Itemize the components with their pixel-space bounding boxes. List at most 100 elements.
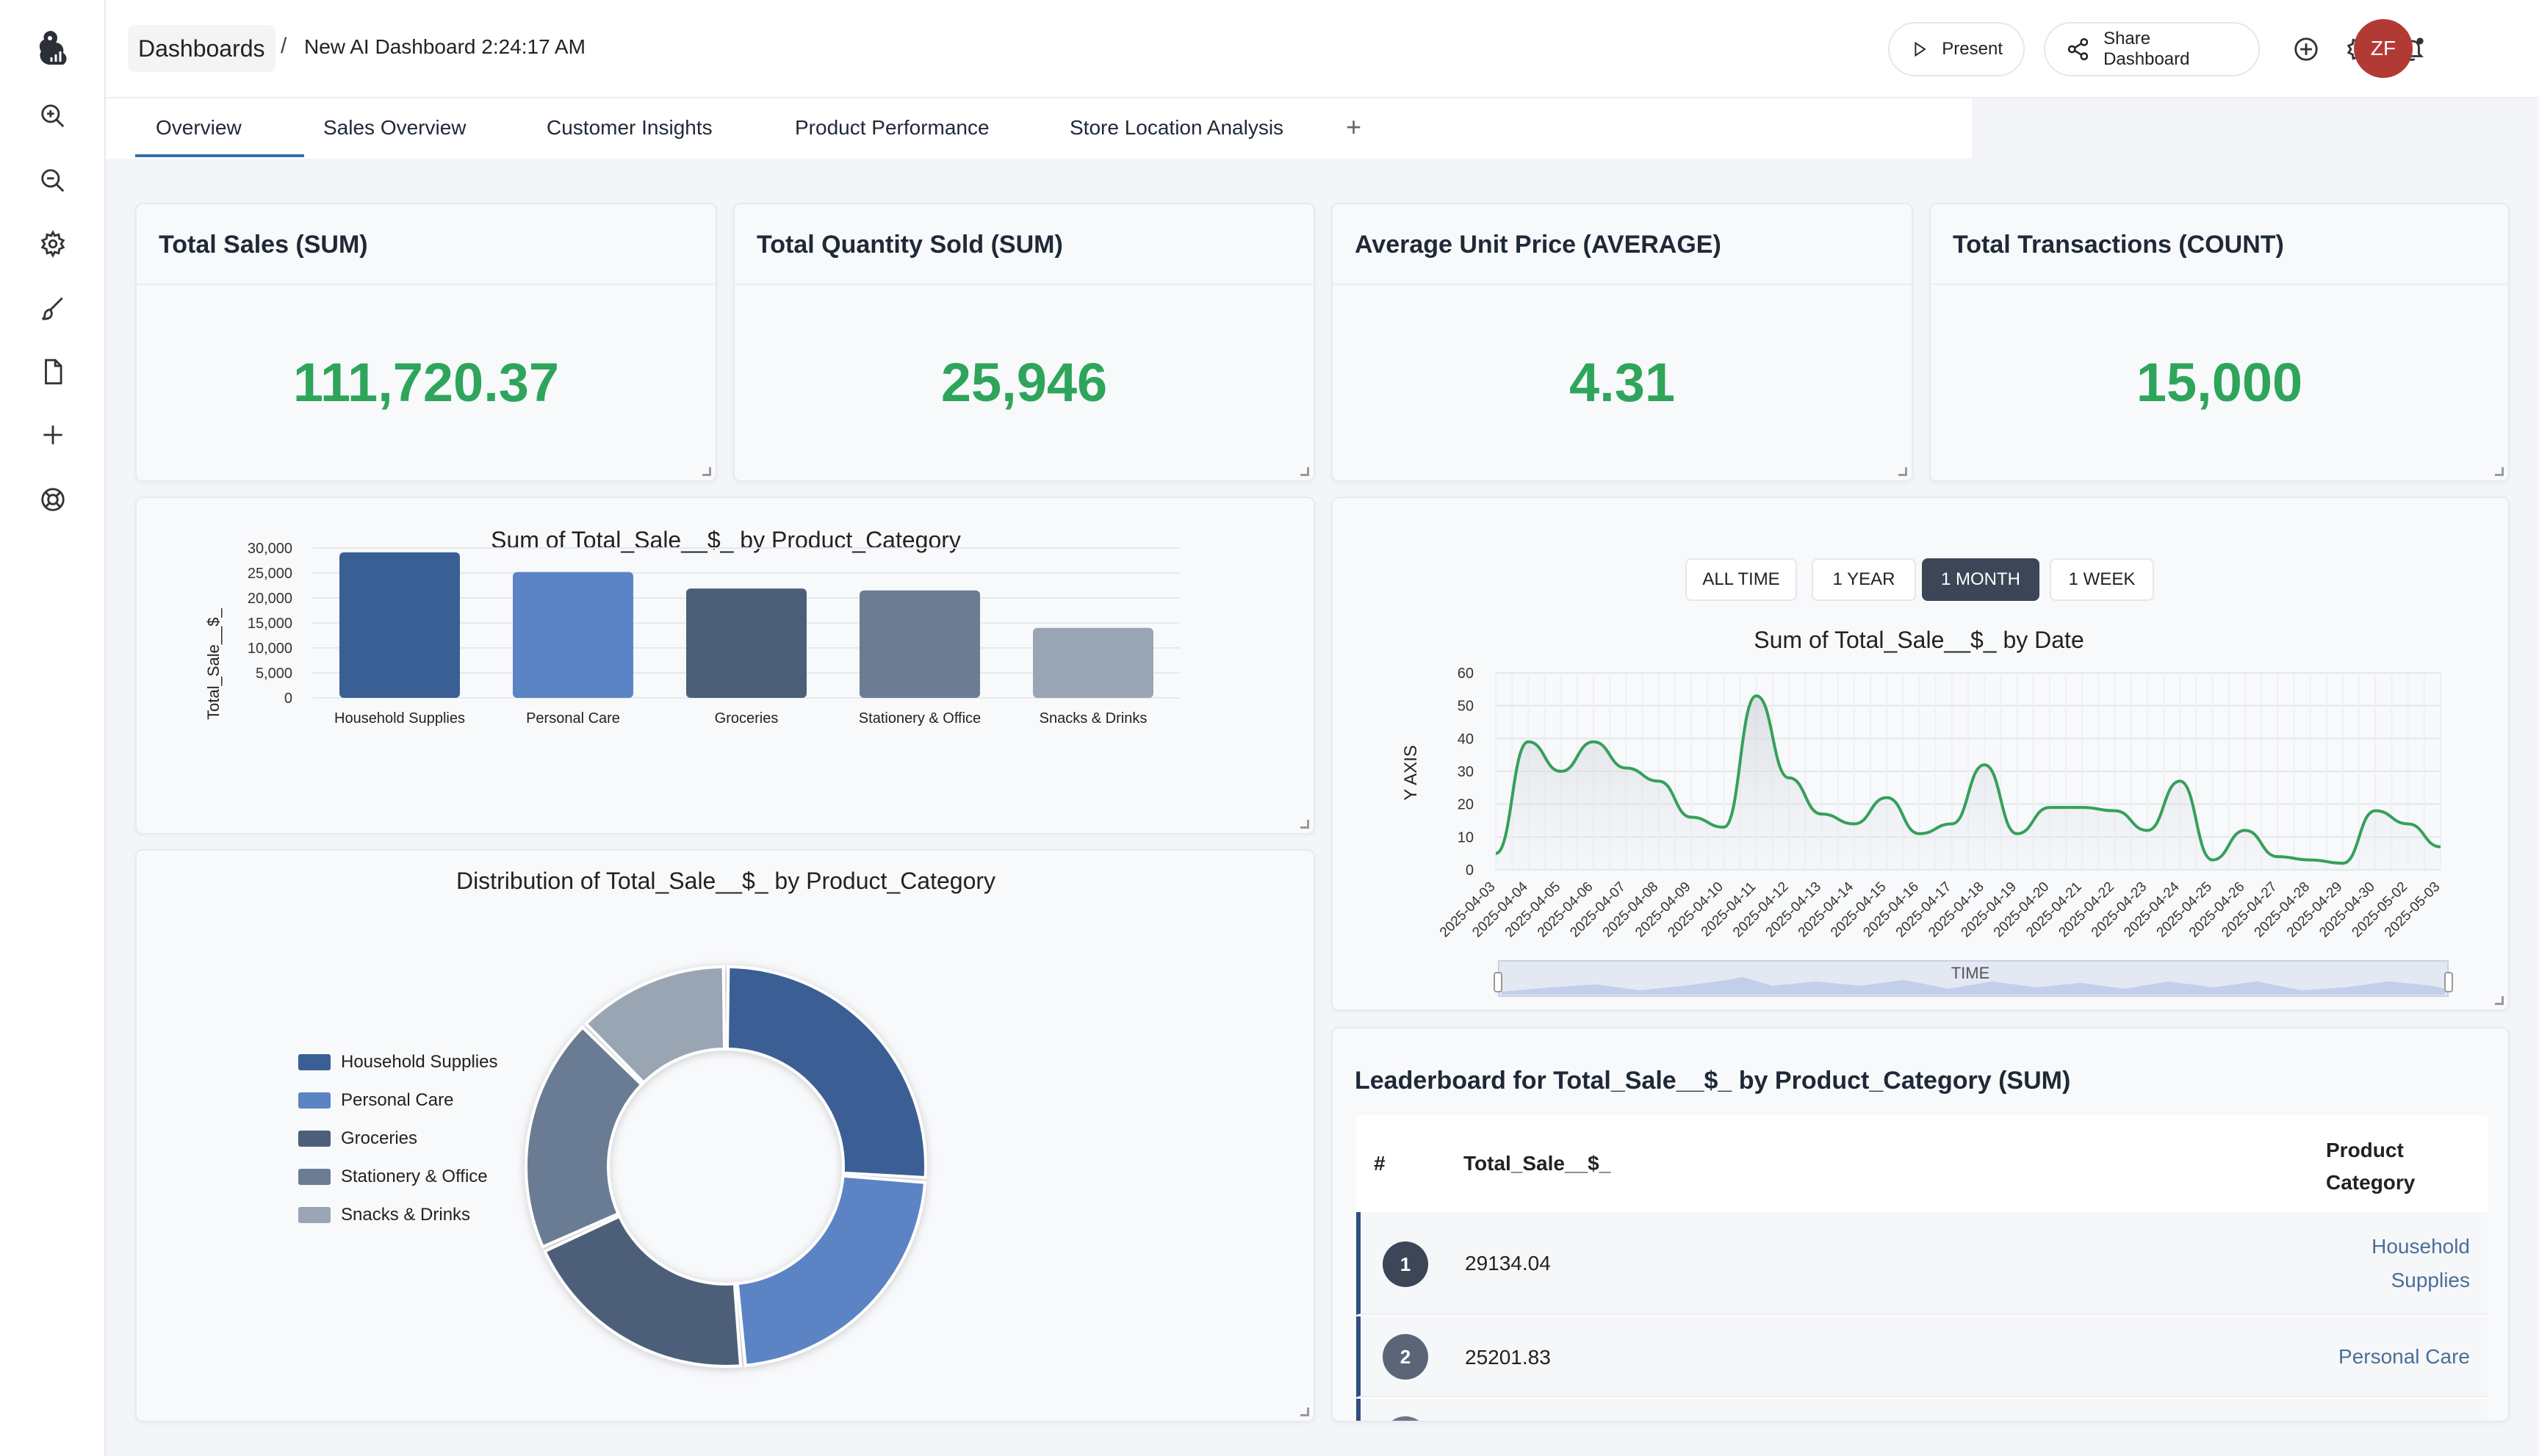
line-chart-title: Sum of Total_Sale__$_ by Date — [1754, 627, 2084, 653]
resize-handle[interactable] — [702, 467, 711, 476]
tab-store-location-analysis[interactable]: Store Location Analysis — [1070, 116, 1284, 139]
table-row[interactable]: 2 25201.83 Personal Care — [1356, 1316, 2488, 1397]
bar-4[interactable] — [1033, 627, 1153, 698]
legend-swatch — [298, 1092, 331, 1109]
resize-handle[interactable] — [1898, 467, 1907, 476]
bar-1[interactable] — [513, 572, 633, 698]
tab-overview[interactable]: Overview — [156, 116, 242, 139]
leaderboard-card: Leaderboard for Total_Sale__$_ by Produc… — [1331, 1027, 2510, 1422]
resize-handle[interactable] — [1300, 467, 1309, 476]
legend-item[interactable]: Household Supplies — [298, 1052, 497, 1073]
row-category-line2: Supplies — [2391, 1269, 2470, 1291]
donut-slice-0[interactable] — [725, 965, 927, 1180]
range-1-year-button[interactable]: 1 YEAR — [1812, 558, 1916, 601]
breadcrumb-dashboards-link[interactable]: Dashboards — [128, 25, 275, 72]
bar-chart-ylabel: Total_Sale__$_ — [204, 608, 223, 719]
bar-y-tick: 25,000 — [248, 566, 292, 582]
donut-chart-title: Distribution of Total_Sale__$_ by Produc… — [456, 868, 995, 894]
legend-label: Personal Care — [341, 1090, 454, 1110]
kpi-title: Total Sales (SUM) — [159, 231, 368, 259]
resize-handle[interactable] — [2495, 467, 2504, 476]
bar-y-tick: 30,000 — [248, 541, 292, 557]
kpi-value: 15,000 — [2136, 352, 2303, 413]
line-y-tick: 10 — [1458, 829, 1474, 846]
legend-item[interactable]: Groceries — [298, 1128, 417, 1149]
row-category-line1: Household — [2371, 1235, 2470, 1258]
rank-badge — [1383, 1416, 1428, 1421]
range-all-time-button[interactable]: ALL TIME — [1685, 558, 1797, 601]
line-chart-series — [1495, 694, 2441, 865]
donut-slice-4[interactable] — [583, 965, 727, 1085]
divider — [1931, 284, 2508, 285]
add-icon[interactable] — [34, 416, 72, 454]
line-y-tick: 20 — [1458, 797, 1474, 813]
tab-product-performance[interactable]: Product Performance — [795, 116, 990, 139]
zoom-out-icon[interactable] — [34, 162, 72, 200]
bar-0[interactable] — [339, 552, 460, 698]
bar-2[interactable] — [686, 588, 807, 698]
time-range-slider[interactable]: TIME — [1494, 960, 2453, 997]
share-dashboard-button[interactable]: Share Dashboard — [2044, 22, 2260, 76]
breadcrumb-separator: / — [281, 34, 287, 58]
tab-sales-overview[interactable]: Sales Overview — [323, 116, 467, 139]
legend-swatch — [298, 1131, 331, 1147]
bar-y-tick: 5,000 — [256, 666, 292, 682]
bar-chart: Sum of Total_Sale__$_ by Product_Categor… — [204, 527, 1180, 727]
table-row[interactable]: 1 29134.04 Household Supplies — [1356, 1212, 2488, 1315]
share-button-label: Share Dashboard — [2103, 29, 2190, 69]
app-logo-icon[interactable] — [29, 25, 76, 72]
help-lifebuoy-icon[interactable] — [34, 480, 72, 519]
donut-slice-1[interactable] — [735, 1174, 927, 1367]
zoom-in-icon[interactable] — [34, 97, 72, 135]
kpi-title: Average Unit Price (AVERAGE) — [1355, 231, 1721, 259]
bar-x-label: Personal Care — [526, 710, 620, 727]
rank-badge: 2 — [1383, 1334, 1428, 1380]
present-button[interactable]: Present — [1888, 22, 2025, 76]
range-1-week-button[interactable]: 1 WEEK — [2050, 558, 2154, 601]
resize-handle[interactable] — [1300, 1408, 1309, 1416]
donut-chart: Distribution of Total_Sale__$_ by Produc… — [456, 868, 995, 1368]
table-row[interactable] — [1356, 1399, 2488, 1421]
add-tab-icon[interactable]: + — [1346, 112, 1362, 142]
settings-gear-icon[interactable] — [34, 225, 72, 263]
resize-handle[interactable] — [1300, 820, 1309, 829]
dashboard-title[interactable]: New AI Dashboard 2:24:17 AM — [304, 35, 586, 58]
slider-left-handle[interactable] — [1494, 972, 1502, 992]
legend-item[interactable]: Stationery & Office — [298, 1167, 488, 1187]
active-tab-indicator — [135, 154, 304, 157]
line-chart-area — [1496, 696, 2441, 870]
bar-y-tick: 20,000 — [248, 591, 292, 607]
donut-chart-card: Distribution of Total_Sale__$_ by Produc… — [135, 849, 1315, 1422]
document-icon[interactable] — [34, 353, 72, 391]
slider-right-handle[interactable] — [2444, 972, 2453, 992]
bar-x-label: Household Supplies — [334, 710, 465, 727]
header-category: Product Category — [2326, 1134, 2415, 1199]
dashboard-tabs: Overview Sales Overview Customer Insight… — [106, 98, 1972, 159]
bar-y-tick: 0 — [284, 691, 292, 707]
legend-item[interactable]: Snacks & Drinks — [298, 1205, 470, 1225]
bar-y-tick: 15,000 — [248, 616, 292, 632]
kpi-card-average-unit-price: Average Unit Price (AVERAGE) 4.31 — [1331, 203, 1913, 482]
bar-chart-title: Sum of Total_Sale__$_ by Product_Categor… — [491, 527, 961, 553]
divider — [137, 284, 716, 285]
line-y-tick: 60 — [1458, 666, 1474, 682]
line-y-tick: 30 — [1458, 764, 1474, 780]
bar-3[interactable] — [860, 590, 980, 698]
add-widget-icon[interactable] — [2288, 31, 2324, 68]
row-value: 25201.83 — [1465, 1346, 1551, 1369]
play-icon — [1915, 41, 1926, 57]
donut-slice-2[interactable] — [543, 1214, 743, 1368]
line-chart: Sum of Total_Sale__$_ by Date Y AXIS 0 10… — [1401, 627, 2453, 997]
tab-customer-insights[interactable]: Customer Insights — [547, 116, 713, 139]
legend-item[interactable]: Personal Care — [298, 1090, 453, 1111]
bar-x-label: Snacks & Drinks — [1040, 710, 1148, 727]
resize-handle[interactable] — [2495, 996, 2504, 1005]
kpi-value: 25,946 — [940, 352, 1108, 413]
kpi-title: Total Transactions (COUNT) — [1953, 231, 2284, 259]
header-rank: # — [1374, 1152, 1386, 1175]
present-button-label: Present — [1942, 39, 2003, 59]
user-avatar[interactable]: ZF — [2354, 19, 2413, 78]
range-1-month-button[interactable]: 1 MONTH — [1922, 558, 2039, 601]
brush-icon[interactable] — [34, 289, 72, 328]
donut-slice-3[interactable] — [525, 1025, 644, 1249]
